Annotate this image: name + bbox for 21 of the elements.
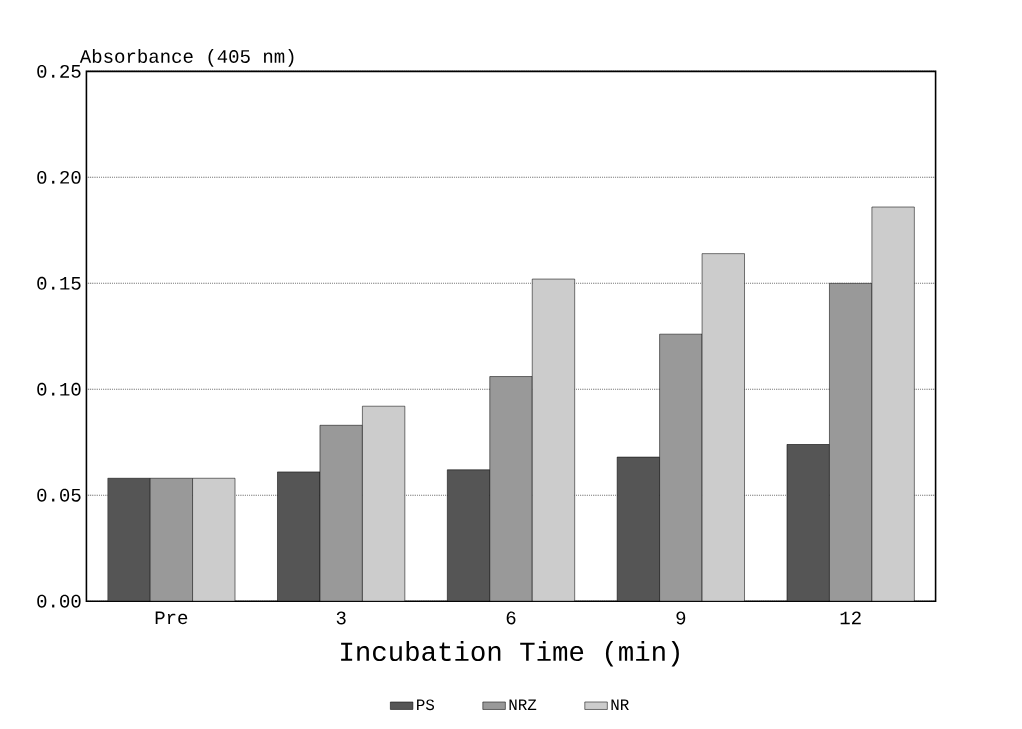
legend-label: NRZ	[509, 699, 537, 710]
y-tick-label: 0.00	[37, 594, 81, 608]
legend-label: PS	[417, 699, 435, 711]
x-axis-title: Incubation Time (min)	[341, 641, 679, 667]
bar	[871, 206, 915, 602]
bar	[531, 278, 575, 602]
x-tick-label: 3	[336, 611, 346, 625]
y-tick-label: 0.15	[37, 276, 81, 290]
x-tick-label: Pre	[155, 611, 188, 625]
x-tick-label: 6	[506, 611, 516, 625]
y-tick-label: 0.10	[37, 382, 81, 396]
y-tick-label: 0.05	[37, 488, 81, 502]
legend-label: NR	[611, 699, 629, 710]
y-axis-title: Absorbance (405 nm)	[79, 49, 294, 67]
bar	[701, 253, 745, 602]
x-tick-label: 9	[676, 611, 686, 625]
y-tick-label: 0.25	[37, 64, 81, 78]
bar	[362, 405, 406, 602]
y-tick-label: 0.20	[37, 170, 81, 184]
x-tick-label: 12	[840, 611, 861, 625]
bar	[192, 478, 236, 602]
